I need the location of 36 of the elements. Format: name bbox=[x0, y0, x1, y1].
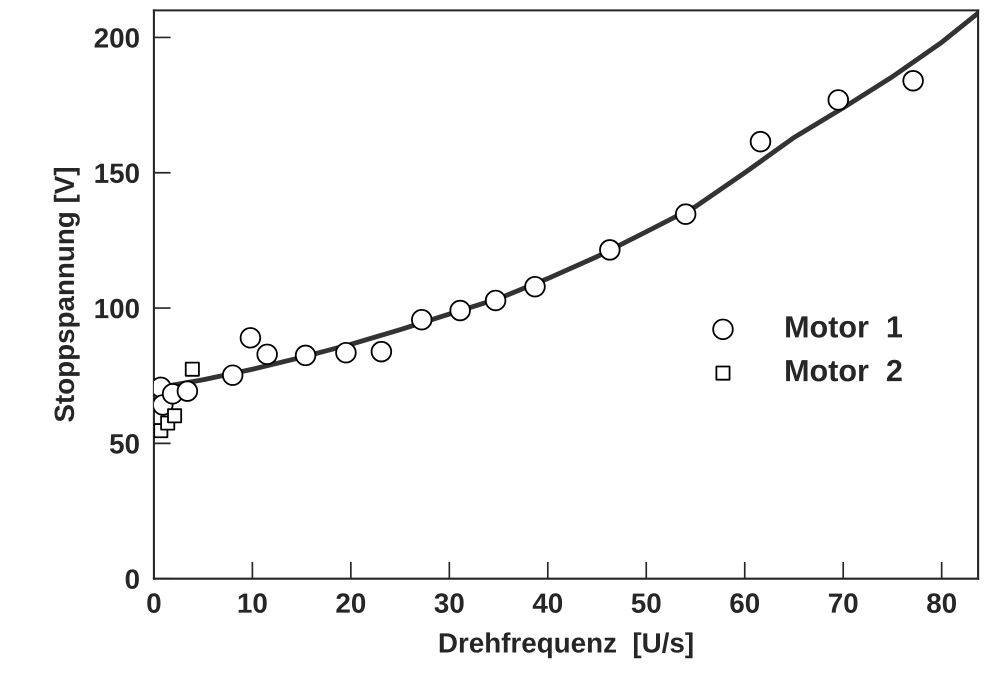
x-tick-label: 10 bbox=[238, 593, 267, 613]
point bbox=[167, 408, 182, 424]
x-tick-label: 20 bbox=[336, 593, 366, 613]
point bbox=[335, 342, 357, 364]
x-axis-title: Drehfrequenz [U/s] bbox=[440, 632, 693, 658]
point bbox=[176, 380, 198, 402]
point bbox=[902, 70, 924, 92]
legend-label: Motor 2 bbox=[786, 360, 902, 382]
point bbox=[750, 130, 772, 152]
y-tick-label: 200 bbox=[94, 28, 139, 48]
point bbox=[484, 290, 506, 312]
point bbox=[184, 362, 200, 377]
y-tick-label: 50 bbox=[110, 434, 139, 454]
x-tick-label: 40 bbox=[532, 593, 562, 613]
point bbox=[599, 239, 621, 261]
x-tick-label: 0 bbox=[147, 593, 160, 613]
point bbox=[240, 327, 262, 349]
x-tick-label: 50 bbox=[632, 593, 661, 613]
x-tick-label: 70 bbox=[828, 593, 858, 613]
point bbox=[294, 344, 316, 366]
legend-label: Motor 1 bbox=[786, 316, 902, 338]
point bbox=[411, 308, 432, 330]
point bbox=[256, 344, 278, 366]
y-tick-label: 100 bbox=[95, 298, 139, 318]
point bbox=[828, 89, 850, 111]
y-axis-title: Stoppspannung [V] bbox=[54, 168, 80, 422]
point bbox=[449, 300, 471, 322]
x-tick-label: 80 bbox=[927, 593, 956, 613]
x-tick-label: 30 bbox=[434, 593, 464, 613]
point bbox=[524, 276, 546, 298]
x-tick-label: 60 bbox=[730, 593, 760, 613]
y-tick-label: 0 bbox=[126, 569, 139, 589]
point bbox=[370, 340, 392, 362]
point bbox=[222, 364, 244, 386]
point bbox=[674, 203, 696, 225]
y-tick-label: 150 bbox=[95, 163, 139, 184]
